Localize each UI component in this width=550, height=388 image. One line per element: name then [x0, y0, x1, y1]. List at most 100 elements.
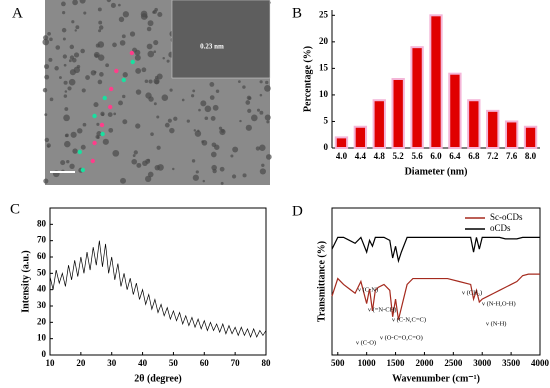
particle	[261, 163, 265, 167]
particle	[44, 113, 48, 117]
panel-label: B	[292, 5, 302, 21]
band-annotation: ν (C-N,C=C)	[392, 316, 426, 323]
particle	[193, 129, 197, 132]
particle	[44, 74, 50, 80]
particle	[43, 35, 49, 41]
particle	[169, 88, 173, 92]
hrtem-inset	[171, 0, 271, 79]
particle	[132, 154, 136, 157]
particle	[47, 31, 51, 36]
particle	[98, 25, 104, 30]
x-tick-label: 40	[138, 358, 148, 368]
x-tick-label: 80	[262, 358, 272, 368]
band-annotation: ν (N-H,O-H)	[482, 300, 516, 307]
particle	[122, 94, 126, 99]
particle	[64, 140, 71, 148]
marker	[121, 77, 127, 83]
y-tick-label: 50	[37, 267, 47, 277]
marker	[129, 50, 135, 56]
x-tick-label: 6.0	[430, 151, 442, 161]
particle	[245, 124, 252, 131]
bar	[429, 14, 443, 149]
bar	[467, 99, 481, 149]
particle	[42, 87, 48, 93]
particle	[247, 108, 252, 113]
particle	[95, 43, 100, 48]
particle	[136, 162, 142, 168]
particle	[48, 57, 53, 62]
particle	[69, 55, 75, 60]
y-tick-label: 0	[42, 349, 47, 359]
particle	[265, 154, 272, 160]
y-tick-label: 30	[37, 300, 47, 310]
particle	[220, 181, 224, 185]
marker	[99, 122, 105, 128]
particle	[157, 164, 164, 171]
y-axis-title: Percentage (%)	[302, 46, 313, 112]
x-tick-label: 60	[200, 358, 210, 368]
bar	[391, 78, 405, 149]
particle	[66, 159, 70, 164]
x-tick-label: 8.0	[525, 151, 537, 161]
marker	[90, 158, 95, 164]
bar	[334, 136, 349, 149]
particle	[164, 122, 170, 128]
x-tick-label: 5.6	[411, 151, 423, 161]
y-tick-label: 10	[37, 333, 47, 343]
particle	[259, 80, 263, 84]
marker	[92, 113, 97, 119]
x-axis-title: 2θ (degree)	[134, 373, 182, 384]
x-axis-title: Wavenumber (cm⁻¹)	[392, 373, 480, 384]
particle	[81, 88, 86, 93]
particle	[181, 98, 185, 102]
y-tick-label: 5	[324, 116, 329, 126]
particle	[108, 127, 114, 133]
y-tick-label: 25	[319, 9, 329, 19]
particle	[61, 27, 67, 33]
particle	[204, 116, 209, 121]
y-tick-label: 10	[319, 89, 329, 99]
marker	[108, 86, 114, 92]
particle	[204, 105, 212, 113]
particle	[211, 164, 217, 171]
particle	[69, 44, 75, 50]
particle	[94, 53, 99, 58]
particle	[110, 2, 116, 8]
y-tick-label: 70	[37, 235, 47, 245]
x-tick-label: 4.4	[355, 151, 367, 161]
particle	[76, 64, 81, 69]
particle	[80, 48, 85, 54]
data-line	[49, 240, 267, 339]
particle	[161, 94, 169, 101]
particle	[65, 133, 69, 138]
particle	[63, 80, 68, 85]
particle	[85, 75, 90, 80]
particle	[259, 144, 266, 152]
particle	[72, 0, 78, 6]
particle	[156, 73, 163, 80]
marker	[77, 149, 82, 155]
particle	[54, 66, 59, 71]
particle	[237, 80, 241, 84]
particle	[239, 119, 242, 123]
particle	[156, 115, 160, 119]
particle	[169, 127, 175, 134]
particle	[98, 20, 103, 25]
particle	[55, 45, 61, 50]
marker	[130, 59, 135, 65]
marker	[80, 167, 86, 173]
y-tick-label: 20	[319, 36, 329, 46]
particle	[44, 64, 50, 70]
x-tick-label: 10	[46, 358, 56, 368]
particle	[93, 102, 99, 108]
x-tick-label: 20	[76, 358, 86, 368]
particle	[49, 97, 54, 102]
x-tick-label: 4000	[531, 358, 550, 368]
particle	[242, 85, 246, 89]
particle	[219, 128, 226, 136]
x-tick-label: 6.8	[468, 151, 480, 161]
particle	[112, 149, 120, 157]
particle	[47, 145, 50, 148]
particle	[209, 81, 215, 87]
y-axis-title: Intensity (a.u.)	[20, 250, 31, 313]
